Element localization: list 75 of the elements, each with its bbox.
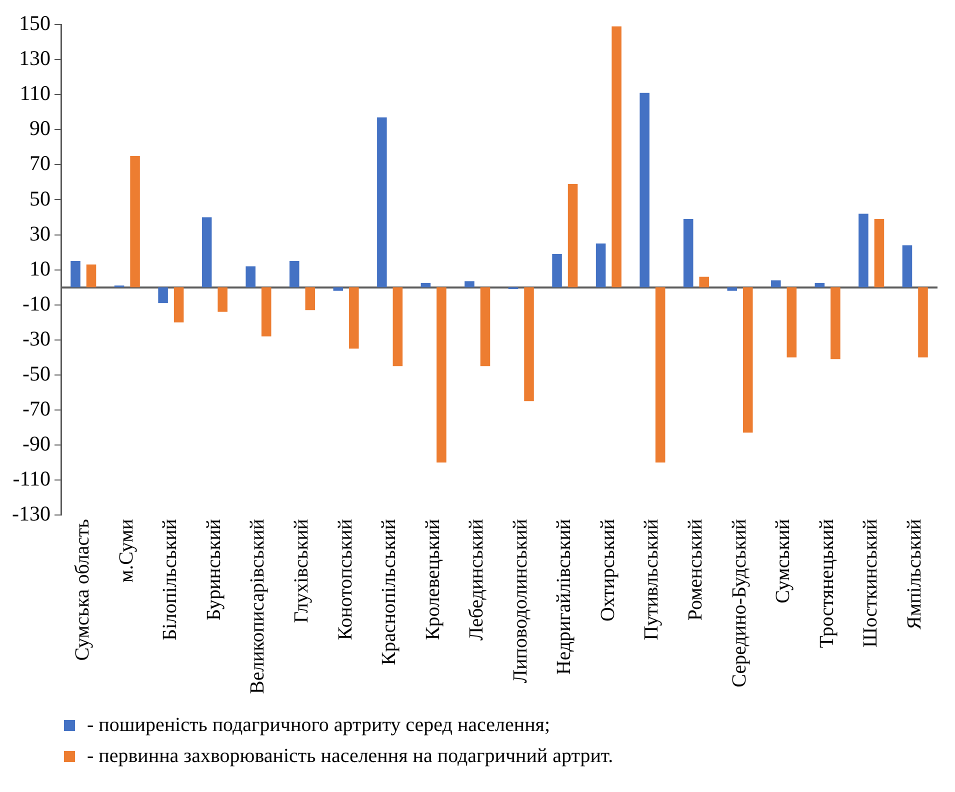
x-tick-label: Охтирський bbox=[596, 518, 619, 622]
x-tick-label: Недригайлівський bbox=[553, 518, 576, 675]
x-tick-label: Тростянецький bbox=[816, 518, 838, 648]
bar bbox=[130, 156, 140, 288]
bar bbox=[289, 261, 300, 288]
bar bbox=[568, 184, 578, 288]
bar bbox=[436, 287, 446, 462]
bar bbox=[858, 214, 868, 288]
y-tick-label: -10 bbox=[22, 291, 50, 316]
x-tick-label: Середино-Будський bbox=[728, 518, 750, 688]
x-tick-label: Конотопський bbox=[334, 518, 356, 640]
bar bbox=[349, 287, 359, 349]
x-tick-label: Шосткинський bbox=[860, 518, 882, 648]
y-tick-label: 50 bbox=[29, 186, 50, 210]
bar bbox=[261, 287, 272, 336]
x-tick-label: Сумський bbox=[772, 518, 794, 604]
x-tick-label: Ямпільський bbox=[903, 518, 926, 630]
bar bbox=[70, 261, 80, 288]
y-tick-label: -130 bbox=[12, 502, 50, 526]
bar bbox=[814, 282, 825, 288]
x-tick-label: Буринський bbox=[202, 518, 225, 621]
bar bbox=[727, 287, 738, 291]
legend-label: - поширеність подагричного артриту серед населення; bbox=[87, 714, 550, 737]
y-tick-label: 130 bbox=[18, 46, 50, 70]
bar bbox=[392, 287, 403, 366]
bar bbox=[683, 219, 694, 288]
bar bbox=[640, 92, 650, 288]
bar bbox=[420, 282, 431, 288]
x-tick-label: Глухівський bbox=[290, 518, 313, 624]
bar bbox=[202, 217, 212, 288]
bar bbox=[612, 26, 622, 288]
bar bbox=[218, 287, 228, 312]
y-tick-label: 90 bbox=[29, 116, 50, 140]
y-tick-label: 30 bbox=[29, 221, 50, 246]
bar bbox=[174, 287, 184, 322]
x-tick-label: Великописарівський bbox=[246, 518, 269, 694]
bar bbox=[305, 287, 316, 310]
x-tick-label: Кролевецький bbox=[422, 518, 444, 640]
bar bbox=[655, 287, 666, 462]
bar bbox=[902, 245, 912, 288]
x-tick-label: Лебединський bbox=[466, 518, 488, 641]
x-tick-label: Сумська область bbox=[72, 518, 94, 661]
y-tick-label: 70 bbox=[29, 151, 50, 176]
bar bbox=[771, 280, 781, 288]
y-tick-label: -30 bbox=[22, 326, 50, 350]
bar bbox=[464, 281, 474, 288]
bar bbox=[596, 244, 606, 288]
y-tick-label: -70 bbox=[22, 396, 50, 420]
bar bbox=[158, 287, 168, 304]
bar bbox=[524, 287, 534, 402]
y-tick-label: -90 bbox=[22, 431, 50, 456]
bar bbox=[86, 264, 96, 288]
x-tick-label: м.Суми bbox=[115, 518, 138, 583]
y-tick-label: 110 bbox=[20, 81, 50, 106]
bar bbox=[830, 287, 840, 360]
y-tick-label: 150 bbox=[18, 11, 50, 36]
bar bbox=[874, 219, 884, 288]
x-tick-label: Роменський bbox=[684, 518, 706, 621]
x-tick-label: Краснопільський bbox=[378, 518, 400, 666]
bar bbox=[743, 287, 753, 433]
x-tick-label: Путивльський bbox=[640, 518, 663, 640]
legend-label: - первинна захворюваність населення на подагричний артрит. bbox=[87, 745, 614, 768]
bar bbox=[377, 117, 387, 288]
bar bbox=[918, 287, 928, 358]
bar bbox=[246, 266, 256, 288]
bar bbox=[699, 276, 709, 288]
x-tick-label: Липоводолинський bbox=[509, 518, 532, 684]
bar bbox=[552, 254, 562, 288]
y-tick-label: 10 bbox=[29, 256, 50, 280]
y-tick-label: -50 bbox=[22, 361, 50, 386]
y-tick-label: -110 bbox=[12, 466, 50, 490]
x-tick-label: Білопільський bbox=[159, 518, 182, 641]
bar bbox=[480, 287, 490, 366]
bar bbox=[333, 287, 344, 291]
bar bbox=[786, 287, 797, 358]
